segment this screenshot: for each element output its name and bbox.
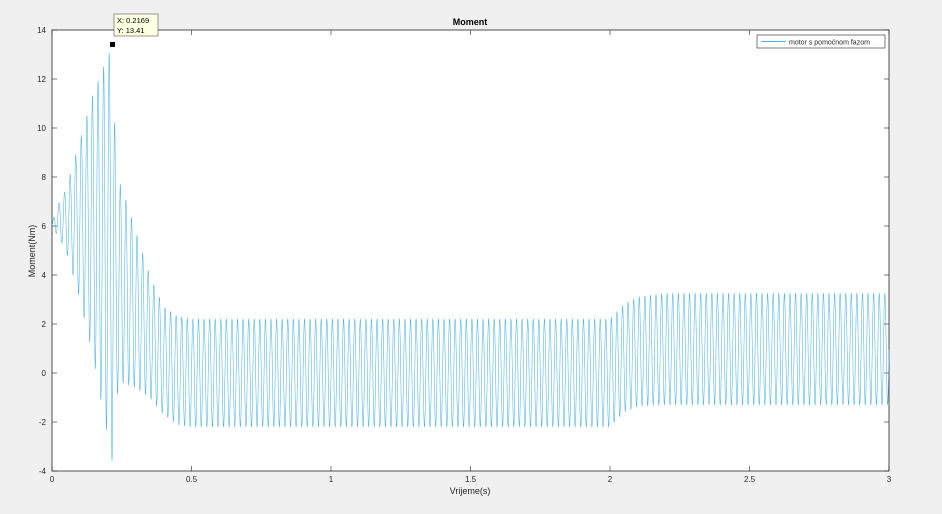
y-tick-label: 8	[42, 173, 47, 182]
x-tick-label: 2.5	[744, 475, 756, 484]
y-tick-label: -4	[39, 467, 47, 476]
x-axis-label: Vrijeme(s)	[450, 486, 491, 496]
data-tip-x: X: 0.2169	[117, 16, 149, 25]
y-tick-label: 2	[42, 320, 47, 329]
y-tick-label: 6	[42, 222, 47, 231]
x-tick-label: 0.5	[186, 475, 198, 484]
x-tick-label: 3	[887, 475, 892, 484]
y-tick-label: 12	[37, 75, 46, 84]
legend-label: motor s pomoćnom fazom	[789, 40, 870, 47]
x-tick-label: 1.5	[465, 475, 477, 484]
data-tip-marker[interactable]	[110, 42, 115, 47]
data-tip-y: Y: 13.41	[117, 26, 145, 35]
plot-area[interactable]	[52, 30, 889, 471]
y-tick-label: 0	[42, 369, 47, 378]
legend[interactable]: motor s pomoćnom fazom	[757, 35, 885, 48]
y-tick-label: 14	[37, 26, 46, 35]
y-tick-label: 4	[42, 271, 47, 280]
chart-title: Moment	[453, 17, 488, 27]
y-tick-label: -2	[39, 418, 47, 427]
x-tick-label: 0	[50, 475, 55, 484]
x-tick-label: 1	[329, 475, 334, 484]
x-tick-label: 2	[608, 475, 613, 484]
y-axis-label: Moment(Nm)	[27, 225, 37, 278]
y-tick-label: 10	[37, 124, 46, 133]
